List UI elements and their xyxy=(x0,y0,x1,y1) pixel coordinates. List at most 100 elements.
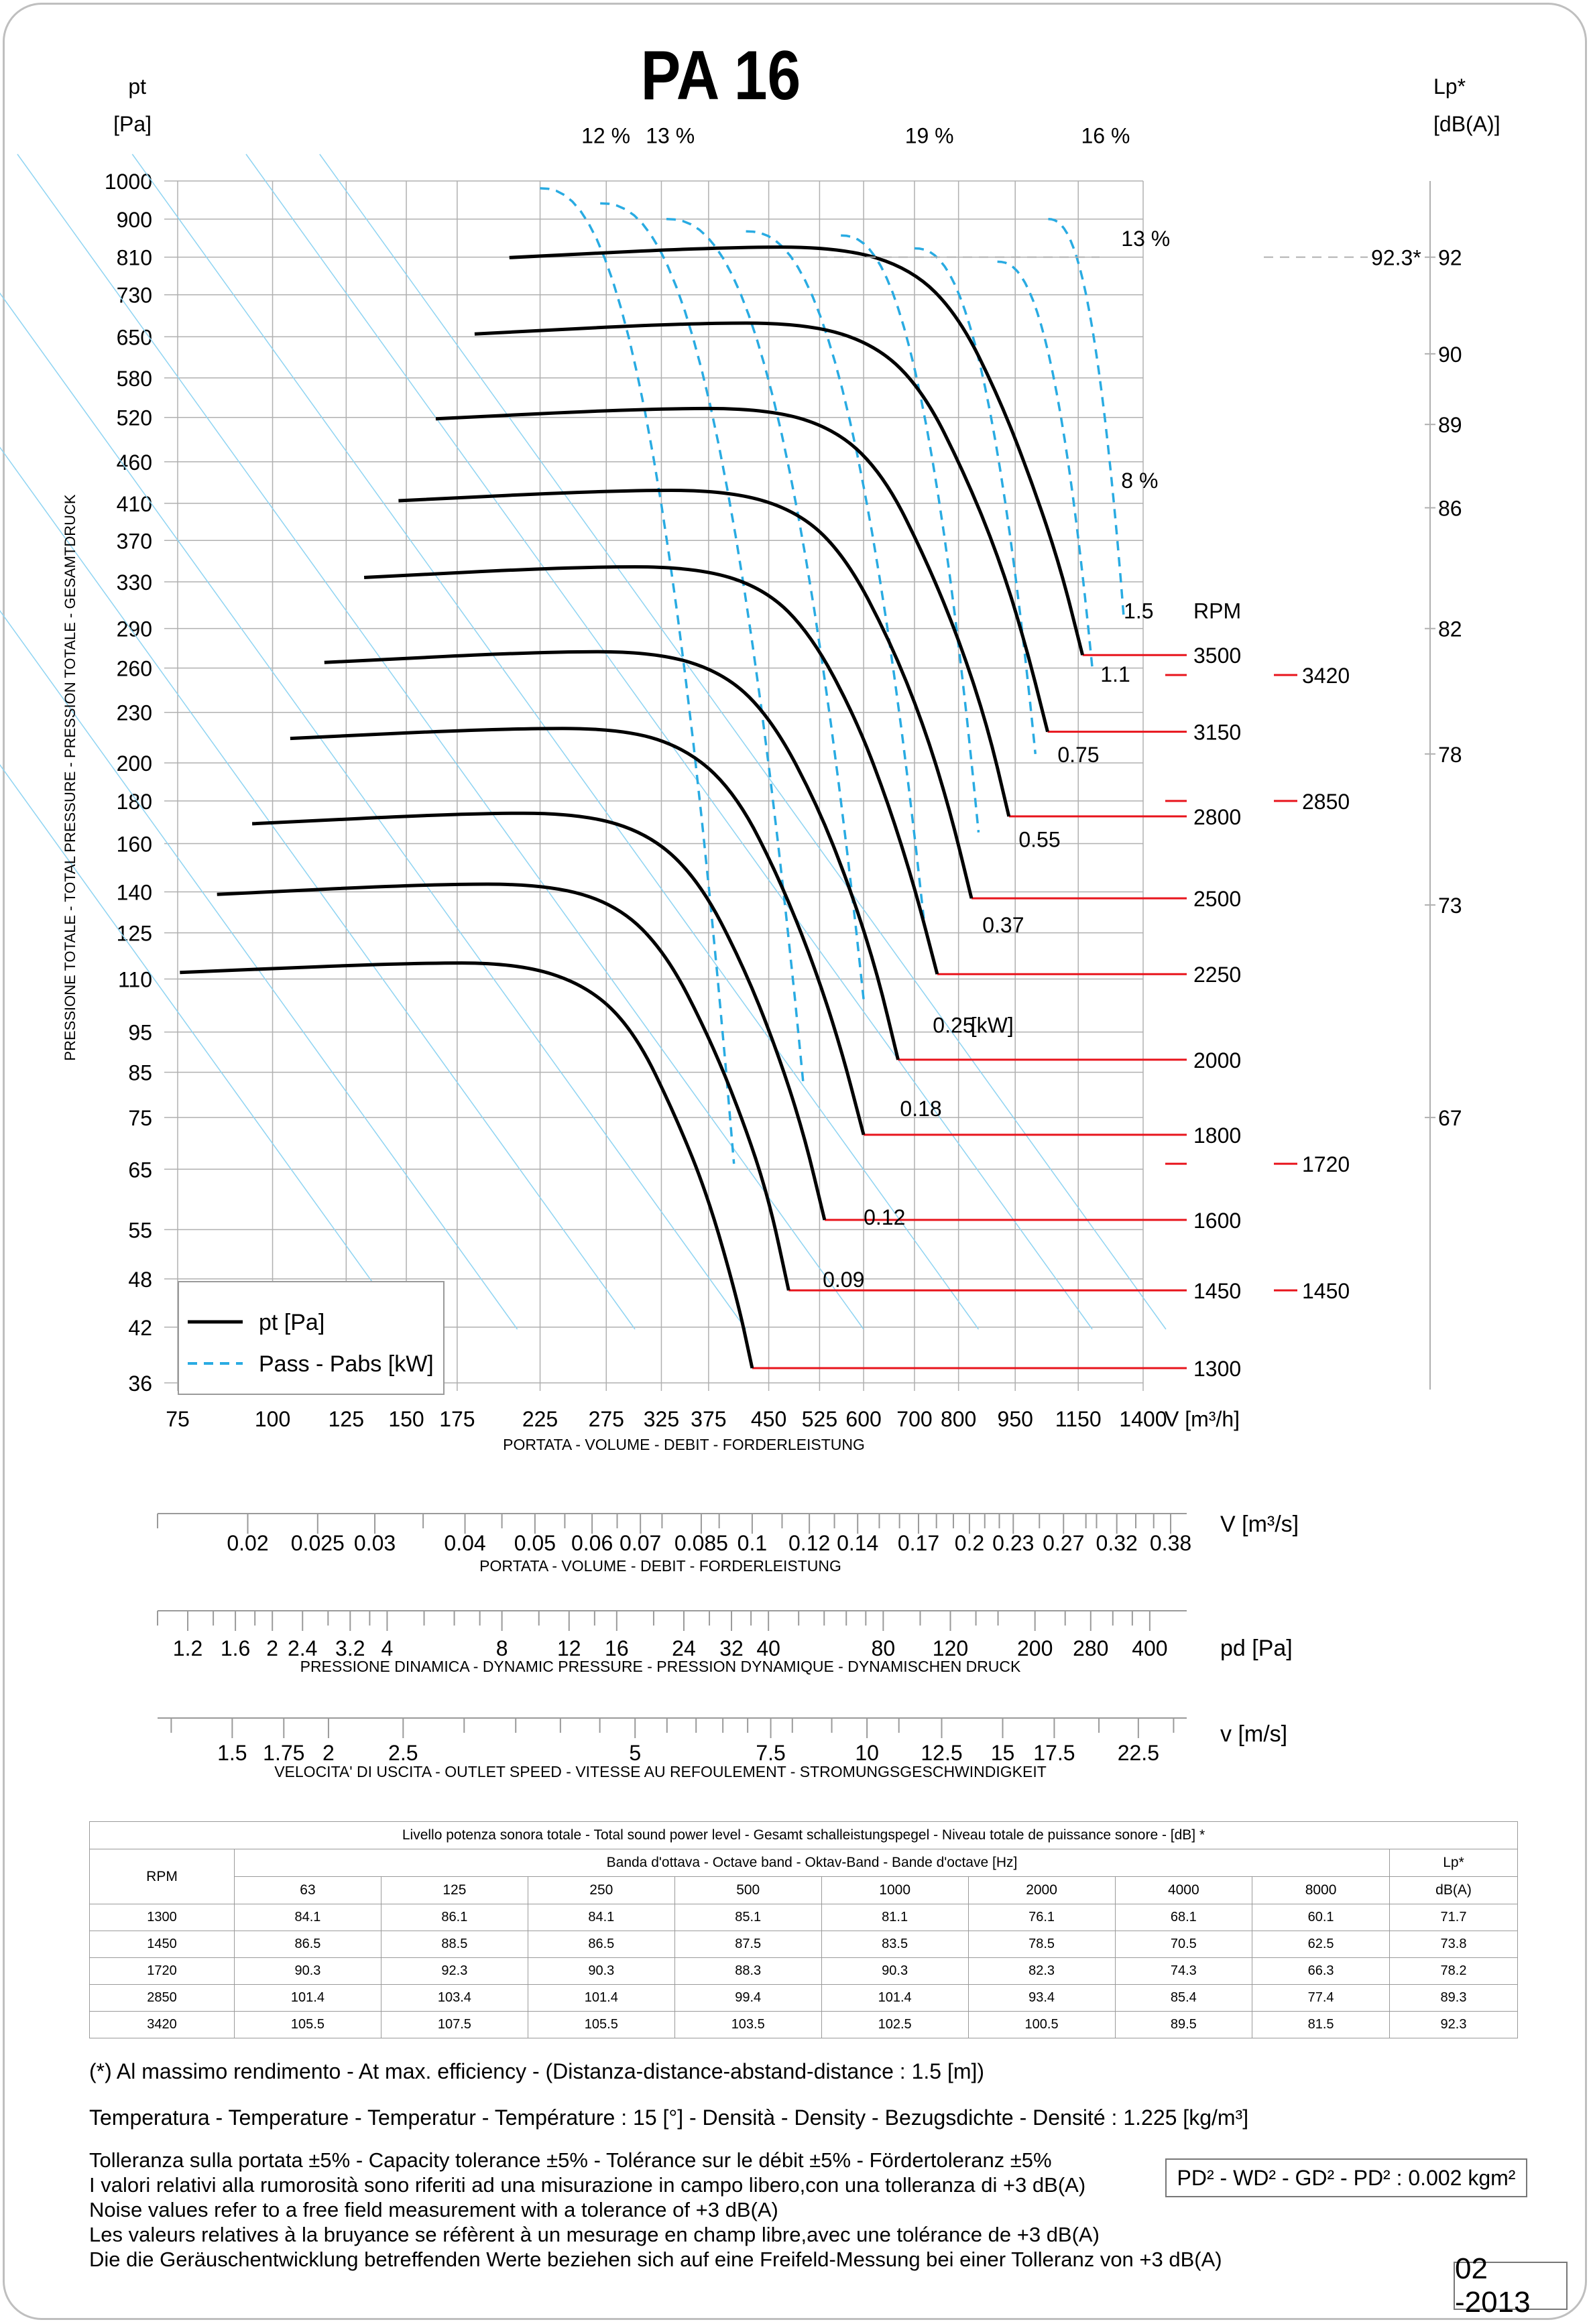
power-curve xyxy=(746,230,925,919)
scale-tick-label: 2.4 xyxy=(288,1636,317,1660)
sound-table-band-header: Banda d'ottava - Octave band - Oktav-Ban… xyxy=(234,1849,1390,1877)
y-tick-label: 42 xyxy=(128,1316,152,1340)
y-tick-label: 85 xyxy=(128,1061,152,1085)
band-value-cell: 103.5 xyxy=(674,2011,822,2038)
band-value-cell: 84.1 xyxy=(527,1904,675,1931)
lp-axis-tick-label: 90 xyxy=(1438,343,1462,367)
pressure-curve-2250 xyxy=(363,565,939,975)
efficiency-line xyxy=(0,446,636,1330)
band-value-cell: 90.3 xyxy=(234,1957,381,1985)
rpm-cell: 1450 xyxy=(89,1931,235,1958)
sound-table-band-row: 63 125 250 500 1000 2000 4000 8000 dB(A) xyxy=(90,1876,1518,1904)
x-tick-label: 150 xyxy=(388,1407,424,1431)
rpm-label-2500: 2500 xyxy=(1193,887,1241,911)
band-value-cell: 81.1 xyxy=(821,1904,969,1931)
band-value-cell: 101.4 xyxy=(527,1984,675,2012)
legend-pt-label: pt [Pa] xyxy=(259,1310,325,1335)
scale-tick-label: 0.085 xyxy=(674,1531,728,1555)
y-tick-label: 410 xyxy=(117,492,152,516)
band-value-cell: 88.3 xyxy=(674,1957,822,1985)
temperature-note: Temperatura - Temperature - Temperatur -… xyxy=(89,2105,1249,2130)
scale-tick-label: 22.5 xyxy=(1118,1741,1159,1765)
power-label: 0.25 xyxy=(933,1013,974,1037)
efficiency-line xyxy=(0,763,407,1330)
x-tick-label: 1400 xyxy=(1119,1407,1167,1431)
lp-axis-tick-label: 86 xyxy=(1438,497,1462,521)
band-value-cell: 60.1 xyxy=(1252,1904,1390,1931)
table-row: 3420 105.5 107.5 105.5 103.5 102.5 100.5 89.5 81… xyxy=(89,2011,1518,2038)
x-tick-label: 700 xyxy=(896,1407,932,1431)
secondary-scales: 0.02 0.025 0.03 0.04 0.05 0.06 0.07 0.085 0.1 0.1… xyxy=(157,1512,1299,1780)
scale-tick-label: 0.06 xyxy=(571,1531,613,1555)
pressure-curve-2500 xyxy=(398,488,974,899)
power-label: 0.09 xyxy=(823,1268,864,1292)
scale-tick-label: 80 xyxy=(872,1636,896,1660)
scale-tick-label: 0.04 xyxy=(444,1531,485,1555)
scale-tick-label: 32 xyxy=(719,1636,744,1660)
scale-tick-label: 40 xyxy=(756,1636,780,1660)
y-tick-label: 730 xyxy=(117,284,152,308)
scale-tick-label: 200 xyxy=(1017,1636,1053,1660)
band-header-cell: 4000 xyxy=(1114,1876,1253,1904)
x-tick-label: 175 xyxy=(439,1407,475,1431)
power-label: 0.75 xyxy=(1057,743,1099,767)
band-value-cell: 100.5 xyxy=(967,2011,1116,2038)
pressure-curve-1450 xyxy=(217,882,790,1291)
y-tick-label: 95 xyxy=(128,1021,152,1045)
scale-tick-label: 3.2 xyxy=(335,1636,365,1660)
rpm-label-2250: 2250 xyxy=(1193,963,1241,987)
revision-date: 02 -2013 xyxy=(1454,2252,1568,2319)
y-tick-label: 370 xyxy=(117,529,152,553)
scale-tick-label: 17.5 xyxy=(1033,1741,1075,1765)
band-value-cell: 70.5 xyxy=(1114,1931,1253,1958)
band-header-cell: 63 xyxy=(234,1876,381,1904)
scale-unit: V [m³/s] xyxy=(1220,1512,1299,1537)
x-tick-label: 375 xyxy=(691,1407,726,1431)
sheet-frame xyxy=(3,3,1587,2320)
rpm-marker-2850: 2850 xyxy=(1302,790,1350,814)
scale-tick-label: 0.27 xyxy=(1043,1531,1084,1555)
scale-tick-label: 16 xyxy=(605,1636,629,1660)
rpm-label-3500: 3500 xyxy=(1193,644,1241,668)
rpm-label-1300: 1300 xyxy=(1193,1357,1241,1381)
legend: pt [Pa] Pass - Pabs [kW] xyxy=(178,1281,445,1395)
rpm-label-1800: 1800 xyxy=(1193,1123,1241,1148)
efficiency-line xyxy=(0,610,518,1330)
lp-axis-tick-label: 78 xyxy=(1438,743,1462,767)
efficiency-line xyxy=(319,154,1167,1330)
power-curve xyxy=(1048,218,1125,617)
band-value-cell: 90.3 xyxy=(527,1957,675,1985)
lp-cell: 78.2 xyxy=(1389,1957,1518,1985)
scale-tick-label: 8 xyxy=(496,1636,508,1660)
efficiency-lines xyxy=(0,154,1167,1330)
y-tick-label: 230 xyxy=(117,701,152,725)
efficiency-label: 8 % xyxy=(1121,469,1158,493)
rpm-label-1450: 1450 xyxy=(1193,1279,1241,1303)
y-tick-label: 55 xyxy=(128,1218,152,1242)
rpm-lines: 1300 1450 1600 1800 2000 2250 2500 2800 3150 3500… xyxy=(752,599,1350,1381)
y-tick-label: 180 xyxy=(117,790,152,814)
band-value-cell: 92.3 xyxy=(380,1957,528,1985)
rpm-label-2800: 2800 xyxy=(1193,805,1241,829)
lp-axis-tick-label: 67 xyxy=(1438,1106,1462,1130)
y-tick-label: 1000 xyxy=(105,170,152,194)
lp-reference-value: 92.3* xyxy=(1371,246,1421,270)
band-value-cell: 99.4 xyxy=(674,1984,822,2012)
efficiency-label: 13 % xyxy=(1121,227,1170,251)
efficiency-line xyxy=(245,154,1093,1330)
rpm-header: RPM xyxy=(1193,599,1241,623)
scale-tick-label: 1.2 xyxy=(173,1636,202,1660)
band-value-cell: 101.4 xyxy=(821,1984,969,2012)
power-label: 0.12 xyxy=(864,1205,905,1229)
y-tick-label: 580 xyxy=(117,367,152,391)
pressure-curve-2800 xyxy=(435,406,1011,817)
scale-tick-label: 24 xyxy=(672,1636,696,1660)
y-tick-label: 460 xyxy=(117,450,152,475)
y-tick-label: 810 xyxy=(117,246,152,270)
y-tick-label: 160 xyxy=(117,832,152,856)
y-axis-label-top: pt xyxy=(128,74,146,99)
power-curve xyxy=(600,202,805,1086)
band-value-cell: 93.4 xyxy=(967,1984,1116,2012)
lp-axis-tick-label: 92 xyxy=(1438,246,1462,270)
rpm-marker-3420: 3420 xyxy=(1302,664,1350,688)
